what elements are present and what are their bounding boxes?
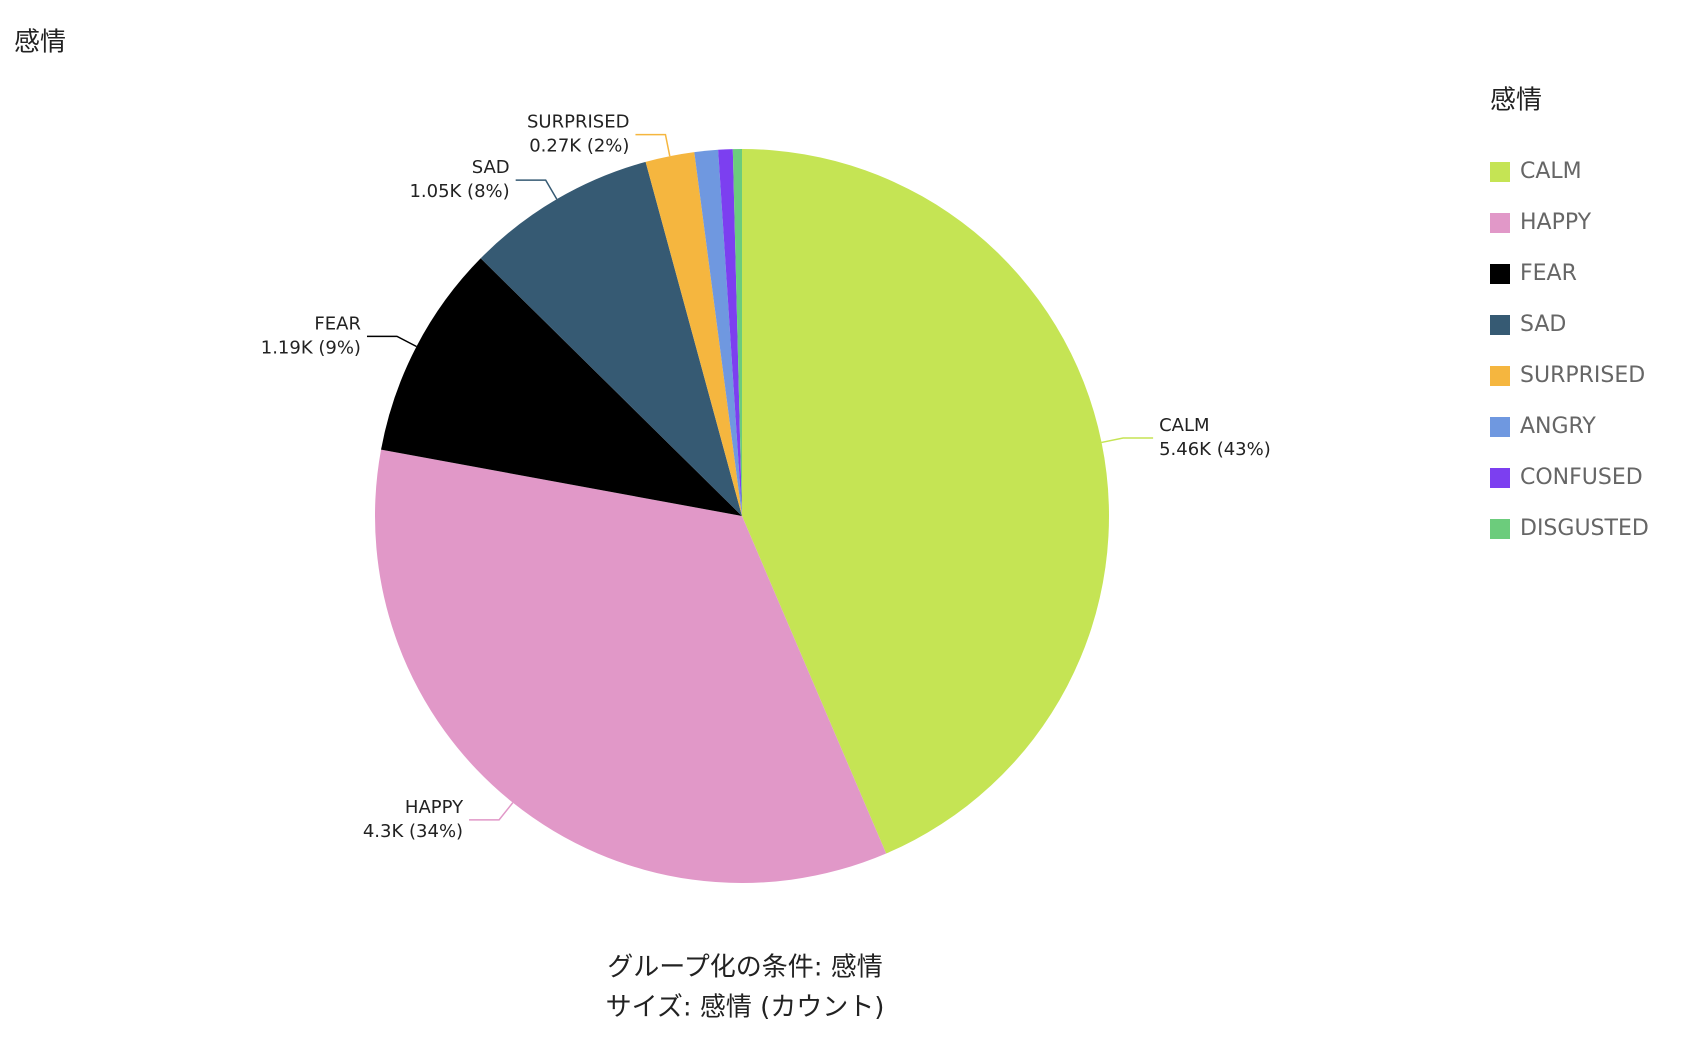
pie-slice bbox=[718, 149, 742, 516]
slice-value-label: 4.3K (34%) bbox=[363, 821, 463, 842]
legend-label: HAPPY bbox=[1520, 210, 1592, 235]
slice-label: FEAR bbox=[314, 313, 361, 334]
pie-slice bbox=[375, 449, 887, 883]
leader-line bbox=[366, 335, 417, 348]
slice-value-label: 0.27K (2%) bbox=[529, 136, 629, 157]
legend-label: FEAR bbox=[1520, 261, 1577, 286]
leader-line bbox=[515, 179, 558, 200]
legend-label: CONFUSED bbox=[1520, 465, 1643, 490]
legend-swatch bbox=[1490, 366, 1510, 386]
legend-swatch bbox=[1490, 519, 1510, 539]
legend-swatch bbox=[1490, 264, 1510, 284]
pie-slice bbox=[742, 149, 1109, 854]
pie-slice bbox=[694, 149, 742, 516]
pie-slice bbox=[732, 149, 742, 516]
legend-label: DISGUSTED bbox=[1520, 516, 1649, 541]
pie-slice bbox=[381, 258, 742, 516]
pie-slice bbox=[645, 152, 742, 517]
legend-label: CALM bbox=[1520, 159, 1582, 184]
footer-line: サイズ: 感情 (カウント) bbox=[606, 993, 885, 1023]
slice-label: HAPPY bbox=[405, 797, 464, 818]
leader-line bbox=[635, 133, 671, 157]
legend-label: ANGRY bbox=[1520, 414, 1596, 439]
slice-value-label: 1.19K (9%) bbox=[261, 337, 361, 358]
legend-swatch bbox=[1490, 162, 1510, 182]
slice-value-label: 1.05K (8%) bbox=[409, 181, 509, 202]
legend-swatch bbox=[1490, 468, 1510, 488]
slice-label: CALM bbox=[1159, 415, 1209, 436]
leader-line bbox=[1101, 437, 1154, 444]
legend-label: SAD bbox=[1520, 312, 1566, 337]
legend-swatch bbox=[1490, 213, 1510, 233]
footer-line: グループ化の条件: 感情 bbox=[607, 953, 882, 983]
slice-label: SAD bbox=[472, 157, 510, 178]
legend-swatch bbox=[1490, 315, 1510, 335]
chart-title: 感情 bbox=[14, 28, 66, 58]
slice-label: SURPRISED bbox=[527, 112, 629, 133]
legend-swatch bbox=[1490, 417, 1510, 437]
pie-slice bbox=[480, 161, 742, 516]
legend-label: SURPRISED bbox=[1520, 363, 1645, 388]
legend-title: 感情 bbox=[1490, 86, 1542, 116]
slice-value-label: 5.46K (43%) bbox=[1159, 439, 1271, 460]
leader-line bbox=[469, 802, 514, 821]
